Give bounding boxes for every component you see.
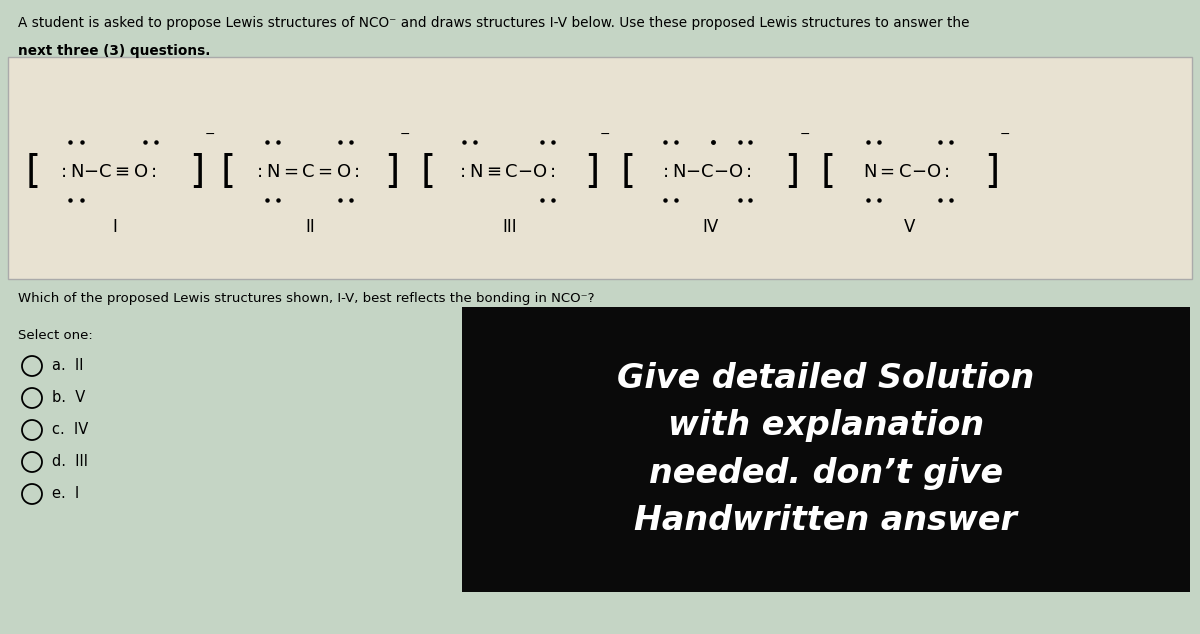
Text: c.  IV: c. IV xyxy=(52,422,89,437)
Text: IV: IV xyxy=(702,218,718,236)
Text: II: II xyxy=(305,218,314,236)
Text: $\mathsf{:N{\equiv}C{-}O:}$: $\mathsf{:N{\equiv}C{-}O:}$ xyxy=(456,163,556,181)
Text: ]: ] xyxy=(785,153,799,191)
Text: Select one:: Select one: xyxy=(18,329,92,342)
Text: I: I xyxy=(113,218,118,236)
Text: A student is asked to propose Lewis structures of NCO⁻ and draws structures I-V : A student is asked to propose Lewis stru… xyxy=(18,16,970,30)
Text: b.  V: b. V xyxy=(52,391,85,406)
Text: −: − xyxy=(400,127,410,141)
Text: [: [ xyxy=(221,153,235,191)
Text: [: [ xyxy=(620,153,636,191)
Text: $\mathsf{N{=}C{-}O:}$: $\mathsf{N{=}C{-}O:}$ xyxy=(863,163,949,181)
Text: −: − xyxy=(799,127,810,141)
Text: $\mathsf{:N{=}C{=}O:}$: $\mathsf{:N{=}C{=}O:}$ xyxy=(252,163,360,181)
Text: e.  I: e. I xyxy=(52,486,79,501)
Text: ]: ] xyxy=(190,153,205,191)
Text: III: III xyxy=(503,218,517,236)
Text: [: [ xyxy=(821,153,835,191)
Text: −: − xyxy=(600,127,611,141)
Text: ]: ] xyxy=(384,153,400,191)
Text: d.  III: d. III xyxy=(52,455,88,470)
Text: [: [ xyxy=(25,153,41,191)
Text: ]: ] xyxy=(984,153,1000,191)
Text: Which of the proposed Lewis structures shown, I-V, best reflects the bonding in : Which of the proposed Lewis structures s… xyxy=(18,292,594,305)
FancyBboxPatch shape xyxy=(462,307,1190,592)
Text: a.  II: a. II xyxy=(52,358,84,373)
Text: −: − xyxy=(205,127,215,141)
Text: Give detailed Solution
with explanation
needed. don’t give
Handwritten answer: Give detailed Solution with explanation … xyxy=(617,362,1034,537)
Text: $\mathsf{:N{-}C{\equiv}O:}$: $\mathsf{:N{-}C{\equiv}O:}$ xyxy=(58,163,157,181)
Text: ]: ] xyxy=(584,153,600,191)
Text: V: V xyxy=(905,218,916,236)
Text: $\mathsf{:N{-}C{-}O:}$: $\mathsf{:N{-}C{-}O:}$ xyxy=(659,163,751,181)
Text: next three (3) questions.: next three (3) questions. xyxy=(18,44,210,58)
FancyBboxPatch shape xyxy=(8,57,1192,279)
Text: [: [ xyxy=(420,153,436,191)
Text: −: − xyxy=(1000,127,1010,141)
